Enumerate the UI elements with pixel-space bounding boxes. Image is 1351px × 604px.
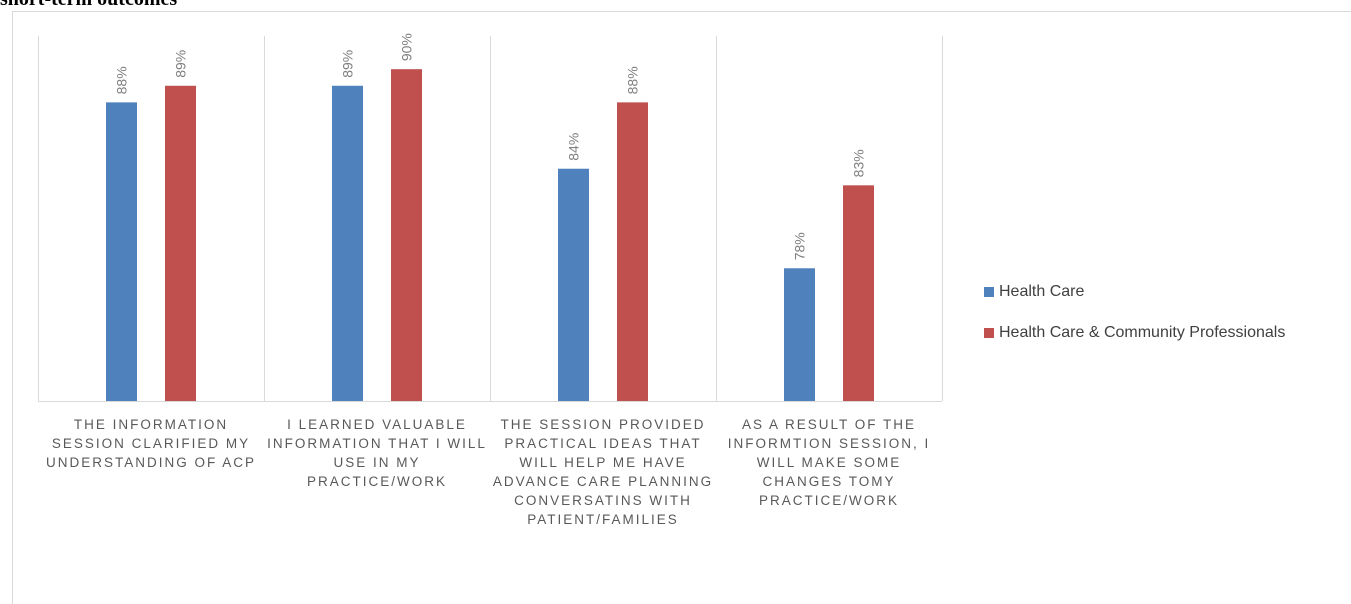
category-label-1: THE INFORMATION SESSION CLARIFIED MY UND…	[45, 417, 256, 470]
bar-health-care-community-3	[617, 102, 648, 401]
data-label: 84%	[566, 133, 582, 161]
legend: Health Care Health Care & Community Prof…	[984, 281, 1285, 363]
page-heading: short-term outcomes	[0, 0, 177, 11]
category-label-4: AS A RESULT OF THE INFORMTION SESSION, I…	[727, 417, 931, 508]
bar-health-care-community-1	[165, 85, 196, 401]
data-label: 88%	[114, 66, 130, 94]
bar-health-care-community-2	[391, 69, 422, 401]
frame-border-left	[12, 11, 13, 604]
data-label: 90%	[399, 33, 415, 61]
bar-health-care-1	[106, 102, 137, 401]
data-label: 83%	[851, 149, 867, 177]
frame-border-top	[12, 11, 1351, 12]
data-label: 78%	[792, 232, 808, 260]
category-label-2: I LEARNED VALUABLE INFORMATION THAT I WI…	[267, 417, 487, 489]
bar-health-care-community-4	[843, 185, 874, 401]
legend-swatch-health-care-community	[984, 328, 994, 338]
data-label: 88%	[625, 66, 641, 94]
bar-health-care-3	[558, 168, 589, 401]
bar-health-care-2	[332, 85, 363, 401]
legend-label-health-care: Health Care	[999, 283, 1085, 300]
bar-health-care-4	[784, 268, 815, 401]
legend-label-health-care-community: Health Care & Community Professionals	[999, 324, 1286, 341]
data-label: 89%	[173, 50, 189, 78]
data-label: 89%	[340, 50, 356, 78]
legend-swatch-health-care	[984, 287, 994, 297]
category-label-3: THE SESSION PROVIDED PRACTICAL IDEAS THA…	[492, 417, 714, 527]
legend-item-health-care-community: Health Care & Community Professionals	[984, 322, 1285, 344]
legend-item-health-care: Health Care	[984, 281, 1285, 303]
